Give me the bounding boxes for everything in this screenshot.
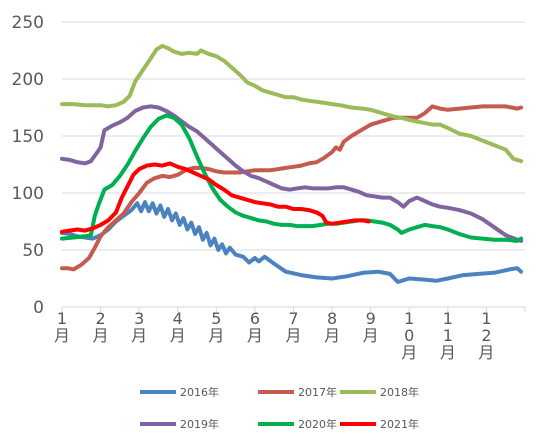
- series-line-3: [60, 43, 524, 164]
- x-axis-tick-labels: 1 月 2 月 3 月 4 月 5 月 6 月 7 月 8 月 9 月 1 0 月 1 1 月 1 2 月: [54, 309, 494, 362]
- series-line-1: [60, 200, 524, 284]
- y-tick-label: 50: [22, 241, 44, 261]
- y-axis-tick-labels: 0 50 100 150 200 250: [12, 13, 44, 318]
- x-axis-tick-marks: [61, 307, 526, 312]
- legend-label: 2019年: [180, 417, 219, 431]
- series-lines: [60, 43, 524, 284]
- series-line-4: [60, 104, 524, 243]
- legend-label: 2020年: [298, 417, 337, 431]
- y-tick-label: 250: [12, 13, 44, 33]
- series-line-5: [60, 113, 524, 243]
- legend: 2016年 2017年 2018年 2019年 2020年 2021年: [140, 385, 419, 431]
- y-tick-label: 150: [12, 127, 44, 147]
- series-line-6: [60, 161, 371, 234]
- y-tick-label: 0: [33, 298, 44, 318]
- y-tick-label: 200: [12, 70, 44, 90]
- gridlines: [62, 21, 525, 251]
- legend-label: 2018年: [380, 385, 419, 399]
- series-line-2: [60, 104, 524, 272]
- y-tick-label: 100: [12, 184, 44, 204]
- legend-label: 2016年: [180, 385, 219, 399]
- legend-label: 2021年: [380, 417, 419, 431]
- legend-label: 2017年: [298, 385, 337, 399]
